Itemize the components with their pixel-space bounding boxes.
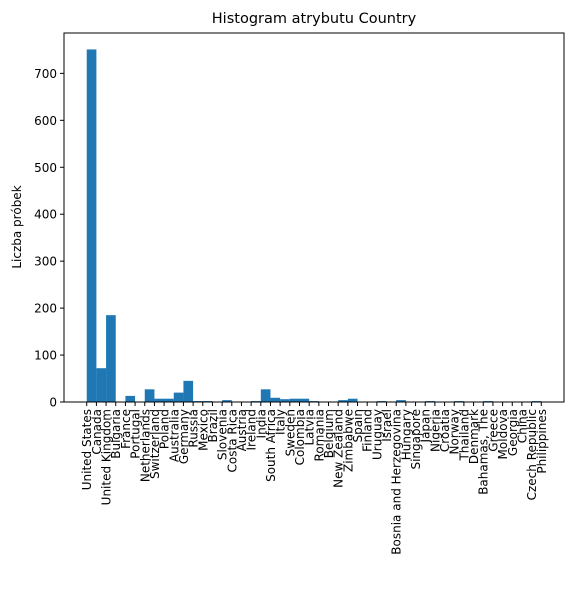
y-tick-label-6: 600 [34, 114, 57, 128]
y-axis-label: Liczba próbek [10, 185, 24, 268]
y-tick-label-0: 0 [49, 396, 57, 410]
chart-title: Histogram atrybutu Country [212, 11, 417, 27]
y-tick-label-7: 700 [34, 67, 57, 81]
x-tick-label-47: Philippines [535, 409, 549, 474]
histogram-bar-6 [145, 389, 155, 402]
histogram-bar-4 [125, 396, 135, 402]
histogram-bar-17 [261, 389, 271, 402]
y-tick-label-2: 200 [34, 302, 57, 316]
bars-group [87, 49, 542, 402]
y-tick-label-3: 300 [34, 255, 57, 269]
y-tick-label-1: 100 [34, 349, 57, 363]
plot-frame [64, 33, 564, 402]
histogram-bar-9 [183, 381, 193, 402]
histogram-bar-2 [106, 315, 116, 402]
y-tick-label-4: 400 [34, 208, 57, 222]
histogram-bar-0 [87, 49, 97, 402]
histogram-bar-18 [270, 398, 280, 402]
histogram-bar-1 [96, 368, 106, 402]
y-tick-label-5: 500 [34, 161, 57, 175]
histogram-bar-8 [174, 393, 184, 402]
y-axis-ticks: 0 100 200 300 400 500 600 700 [34, 67, 64, 410]
